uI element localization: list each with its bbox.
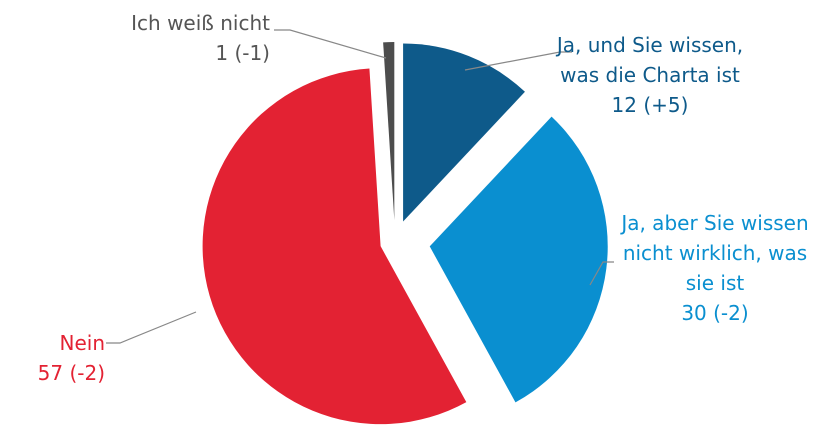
slice-label: Ich weiß nicht 1 (-1) <box>90 8 270 68</box>
value-label: 57 (-2) <box>37 361 105 385</box>
pie-slice <box>202 68 467 425</box>
category-label: Ja, und Sie wissen, was die Charta ist <box>556 33 744 87</box>
value-label: 1 (-1) <box>215 41 270 65</box>
pie-slice <box>403 43 525 222</box>
value-label: 12 (+5) <box>611 93 689 117</box>
leader-line <box>274 29 387 59</box>
leader-line <box>464 51 572 71</box>
leader-line <box>589 261 614 286</box>
category-label: Ja, aber Sie wissen nicht wirklich, was … <box>621 211 809 295</box>
category-label: Ich weiß nicht <box>131 11 270 35</box>
pie-slice <box>383 42 395 221</box>
category-label: Nein <box>59 331 106 355</box>
leader-line <box>106 311 197 344</box>
slice-label: Nein 57 (-2) <box>0 328 105 388</box>
slice-label: Ja, und Sie wissen, was die Charta ist 12… <box>555 30 745 120</box>
pie-slice <box>429 116 608 403</box>
value-label: 30 (-2) <box>681 301 749 325</box>
slice-label: Ja, aber Sie wissen nicht wirklich, was … <box>600 208 821 328</box>
